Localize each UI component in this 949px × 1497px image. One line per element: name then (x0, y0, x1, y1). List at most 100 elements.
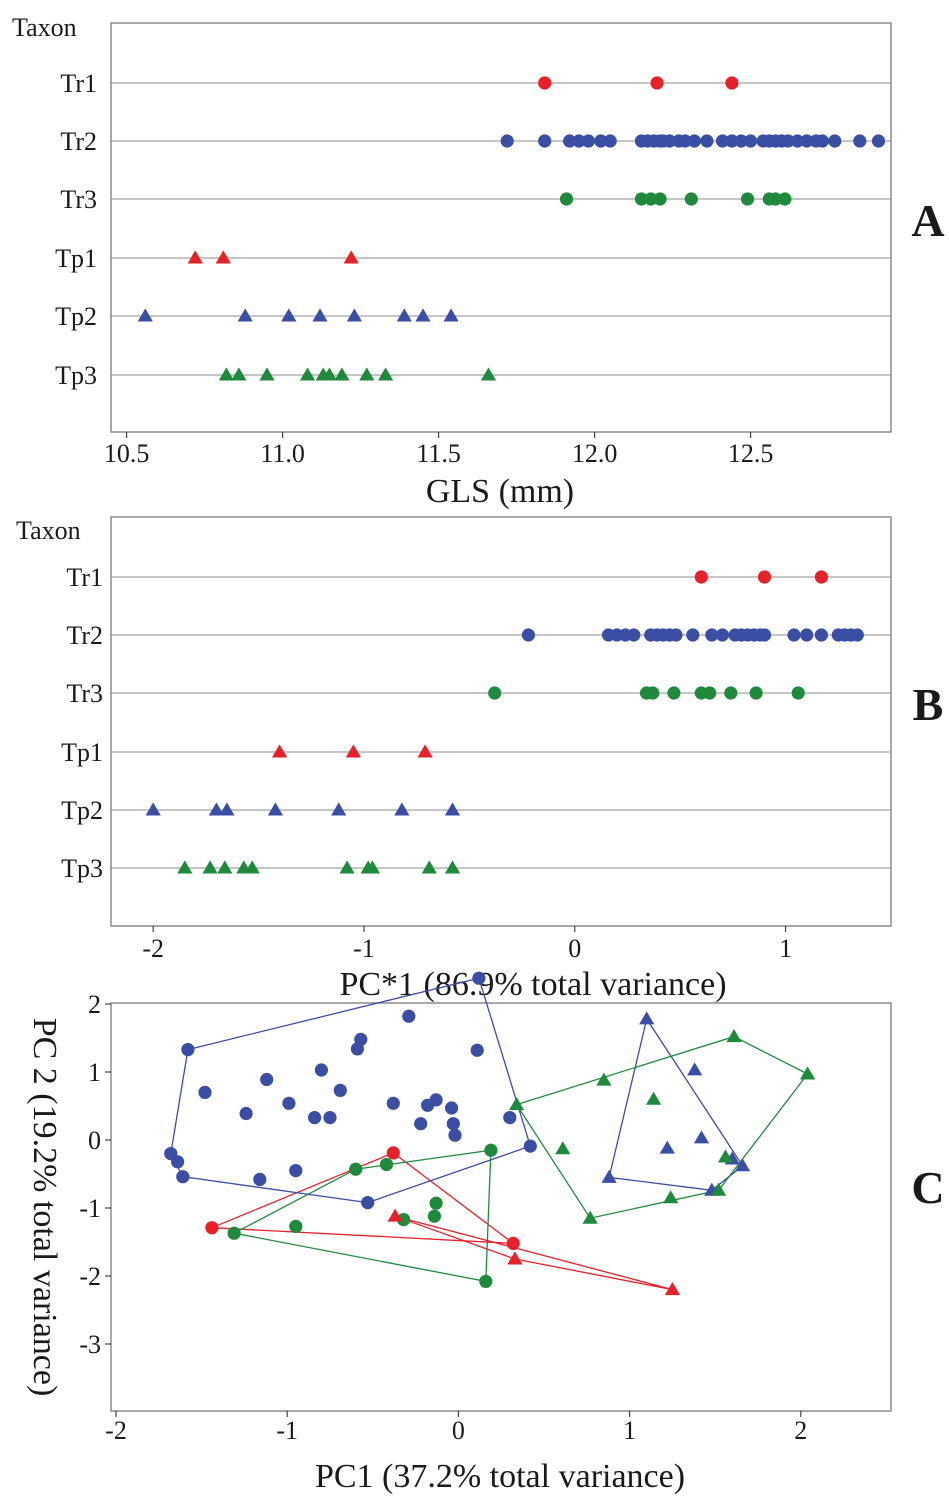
plot-frame-b (110, 516, 892, 927)
y-tick-label-c-5: -3 (79, 1330, 101, 1359)
point-tr2-27 (800, 134, 814, 148)
point-tr2-31 (853, 134, 867, 148)
category-label-tp1: Tp1 (55, 244, 97, 273)
point-tr2-0 (500, 134, 514, 148)
point-tr2-21 (814, 628, 829, 642)
point-tp2-c-2 (693, 1130, 710, 1144)
point-tr2-c-5 (470, 1043, 484, 1057)
category-label-tr3: Tr3 (60, 185, 97, 214)
x-tick-label-c-3: 1 (623, 1416, 636, 1445)
point-tp2-1 (237, 308, 253, 322)
plot-frame-c (110, 1002, 892, 1412)
point-tr2-32 (871, 134, 886, 148)
point-tr2-c-4 (181, 1043, 195, 1057)
point-tr3-5 (740, 192, 755, 206)
point-tp3-9 (444, 860, 461, 874)
y-tick-label-c-1: 1 (88, 1058, 101, 1087)
hull-tp1 (394, 1215, 673, 1291)
category-label-tr1: Tr1 (60, 69, 97, 98)
point-tr2-1 (538, 134, 552, 148)
point-tr2-c-16 (323, 1111, 337, 1125)
x-ticks-b: -2 -1 0 1 (142, 926, 792, 963)
point-tp1-c-0 (387, 1208, 403, 1222)
point-tr3-6 (724, 686, 738, 700)
point-tp2-0 (145, 802, 161, 816)
panel-label-a: A (911, 195, 944, 246)
point-tp1-c-1 (507, 1251, 523, 1265)
point-tr3-c-7 (227, 1226, 241, 1240)
point-tr3-c-2 (484, 1143, 498, 1157)
x-tick-label-2: 0 (568, 934, 581, 963)
point-tr3-c-8 (479, 1274, 493, 1288)
hull-tr1 (211, 1152, 516, 1245)
point-tr1-c-1 (205, 1221, 219, 1235)
data-marks-b (145, 570, 864, 874)
point-tp3-c-5 (555, 1141, 571, 1155)
panel-label-b: B (913, 679, 944, 730)
point-tr2-9 (669, 628, 683, 642)
point-tp3-c-4 (509, 1097, 525, 1111)
x-ticks-c: -2 -1 0 1 2 (105, 1411, 807, 1445)
taxon-axis-label-b: Taxon (16, 516, 81, 545)
panel-b: Taxon PC*1 (86.9% total variance) B Tr1T… (16, 516, 943, 1003)
point-tp2-3 (267, 802, 283, 816)
point-tr2-c-6 (314, 1063, 328, 1077)
point-tp2-1 (208, 802, 224, 816)
point-tr2-17 (715, 134, 730, 148)
point-tr2-19 (787, 628, 801, 642)
point-tp3-1 (202, 860, 218, 874)
panel-a: Taxon GLS (mm) A Tr1 Tr2 Tr3 Tp1 Tp2 Tp3 10.5… (12, 13, 945, 510)
point-tp2-c-0 (639, 1011, 655, 1025)
point-tp3-1 (231, 367, 247, 381)
point-tr2-c-25 (176, 1170, 190, 1184)
point-tp2-2 (281, 308, 297, 322)
point-tp2-6 (444, 802, 461, 816)
category-label-tp2: Tp2 (61, 796, 103, 825)
point-tr2-c-14 (445, 1101, 459, 1115)
y-tick-label-c-0: 2 (88, 990, 101, 1019)
point-tp3-c-2 (596, 1072, 612, 1086)
point-tr2-3 (572, 134, 586, 148)
point-tr3-1 (634, 192, 649, 206)
point-tr2-6 (603, 134, 617, 148)
point-tr1-2 (814, 570, 829, 584)
data-marks-c (164, 971, 816, 1296)
point-tr2-5 (594, 134, 608, 148)
point-tr2-c-21 (448, 1128, 462, 1142)
point-tr1-1 (757, 570, 772, 584)
point-tr2-c-1 (402, 1009, 416, 1023)
category-label-tr2: Tr2 (66, 621, 103, 650)
point-tp3-9 (480, 367, 497, 381)
point-tr2-c-13 (421, 1098, 435, 1112)
point-tr3-3 (667, 686, 681, 700)
point-tr2-18 (757, 628, 772, 642)
hull-tp2 (608, 1017, 744, 1191)
point-tr3-c-1 (379, 1157, 394, 1172)
category-label-tp3: Tp3 (55, 361, 97, 390)
point-tr3-2 (644, 192, 658, 206)
point-tp2-4 (331, 802, 347, 816)
point-tr2-c-12 (282, 1096, 296, 1110)
point-tr3-0 (559, 192, 574, 206)
point-tp2-7 (443, 308, 459, 322)
point-tp1-1 (345, 744, 361, 758)
convex-hulls-c (170, 977, 809, 1291)
point-tr3-0 (488, 686, 502, 700)
point-tr2-30 (828, 134, 842, 148)
y-tick-label-c-2: 0 (88, 1126, 101, 1155)
point-tp2-4 (346, 308, 362, 322)
taxon-axis-label-a: Taxon (12, 13, 77, 42)
point-tp2-5 (394, 802, 410, 816)
point-tr3-8 (778, 192, 792, 206)
point-tp2-6 (415, 308, 431, 322)
point-tr2-12 (662, 134, 677, 148)
data-marks-a (137, 76, 886, 381)
category-rows-a: Tr1 Tr2 Tr3 Tp1 Tp2 Tp3 (55, 69, 891, 390)
point-tr2-10 (686, 628, 700, 642)
point-tr2-15 (687, 134, 702, 148)
y-tick-label-c-3: -1 (79, 1194, 101, 1223)
point-tr3-2 (646, 686, 660, 700)
point-tr2-4 (627, 628, 641, 642)
point-tr1-c-2 (506, 1236, 520, 1250)
x-ticks-a: 10.5 11.0 11.5 12.0 12.5 (104, 432, 773, 468)
